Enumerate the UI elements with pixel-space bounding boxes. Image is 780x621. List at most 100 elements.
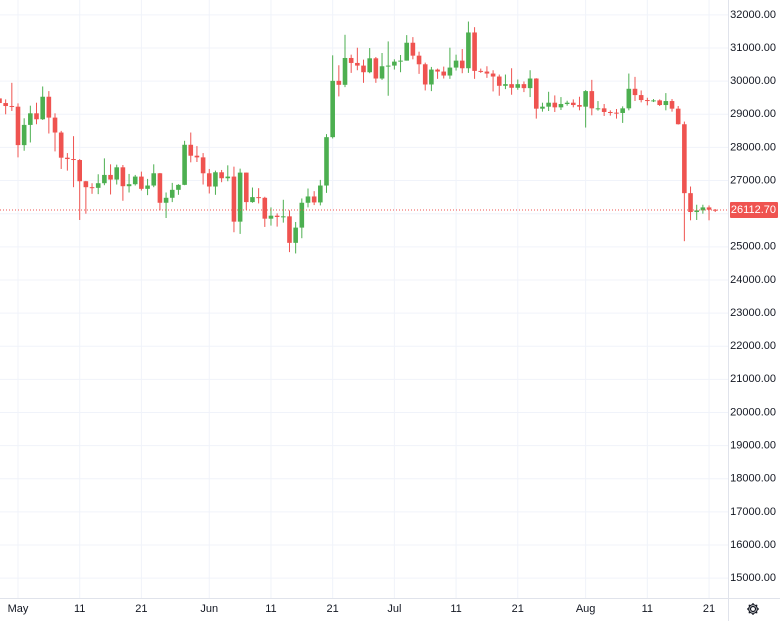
candle-body — [219, 172, 224, 179]
candle-body — [145, 185, 150, 189]
candle-body — [509, 84, 514, 88]
y-tick-label: 22000.00 — [730, 340, 776, 352]
y-tick-label: 20000.00 — [730, 406, 776, 418]
candle-body — [422, 64, 428, 85]
candle-body — [521, 84, 527, 89]
candle-body — [385, 65, 391, 67]
candle-body — [577, 105, 582, 107]
y-tick-label: 15000.00 — [730, 572, 776, 584]
candle-body — [706, 207, 712, 210]
candle-body — [206, 173, 212, 187]
candle-body — [52, 117, 58, 133]
candle-body — [398, 60, 403, 62]
candle-body — [139, 176, 144, 189]
candle-body — [114, 167, 120, 180]
candle-body — [250, 197, 255, 203]
x-tick-label: May — [8, 603, 29, 615]
candle-body — [435, 69, 440, 72]
candle-body — [169, 189, 175, 198]
candle-body — [620, 108, 625, 113]
candle-body — [200, 157, 206, 174]
x-tick-label: Jun — [200, 603, 218, 615]
candle-body — [638, 95, 644, 101]
candle-body — [132, 176, 138, 185]
candle-body — [614, 112, 619, 114]
candle-body — [373, 58, 379, 79]
candle-body — [490, 73, 496, 77]
x-tick-label: 21 — [327, 603, 339, 615]
settings-icon-spokes — [747, 603, 759, 615]
candle-body — [0, 98, 2, 104]
candle-body — [682, 124, 687, 194]
candle-body — [379, 66, 385, 79]
candle-body — [324, 137, 329, 186]
candle-body — [21, 124, 27, 146]
candle-body — [478, 70, 484, 72]
candle-body — [663, 101, 669, 106]
candle-body — [28, 113, 33, 125]
candle-body — [77, 160, 82, 182]
candle-body — [540, 106, 545, 109]
candle-body — [336, 80, 342, 85]
y-tick-label: 21000.00 — [730, 373, 776, 385]
candle-body — [484, 71, 490, 74]
candle-body — [700, 207, 706, 211]
candle-body — [657, 100, 662, 106]
candle-body — [601, 108, 607, 112]
candle-body — [262, 197, 268, 219]
candle-body — [256, 197, 261, 199]
candle-body — [3, 103, 8, 107]
candle-body — [237, 172, 243, 222]
candle-body — [367, 58, 372, 73]
candle-body — [305, 196, 311, 203]
y-tick-label: 17000.00 — [730, 506, 776, 518]
candle-body — [83, 181, 89, 188]
candle-body — [46, 96, 52, 118]
x-tick-label: 11 — [642, 603, 653, 615]
candle-body — [318, 185, 323, 203]
candle-body — [274, 215, 280, 218]
y-tick-label: 30000.00 — [730, 75, 776, 87]
candle-body — [176, 184, 181, 190]
candle-body — [361, 65, 366, 73]
y-tick-label: 31000.00 — [730, 42, 776, 54]
candle-body — [293, 227, 298, 243]
candle-body — [441, 71, 447, 76]
candle-body — [348, 57, 354, 63]
candle-body — [595, 108, 601, 110]
candle-body — [188, 144, 194, 156]
last-price-label: 26112.70 — [731, 204, 776, 216]
x-tick-label: Aug — [576, 603, 596, 615]
candle-body — [342, 57, 348, 85]
candle-body — [651, 100, 656, 102]
x-tick-label: 11 — [450, 603, 461, 615]
y-tick-label: 24000.00 — [730, 274, 776, 286]
candle-body — [65, 157, 70, 160]
x-tick-label: Jul — [387, 603, 401, 615]
candle-body — [392, 61, 397, 66]
y-tick-label: 29000.00 — [730, 108, 776, 120]
candle-body — [608, 111, 613, 113]
candle-body — [503, 84, 508, 86]
candle-body — [583, 91, 588, 107]
candle-body — [675, 108, 681, 125]
candle-body — [194, 155, 200, 158]
candle-body — [182, 144, 187, 185]
candle-body — [515, 84, 521, 88]
candle-body — [225, 176, 231, 179]
candle-body — [404, 42, 410, 61]
candle-body — [213, 172, 218, 187]
candle-body — [108, 174, 113, 180]
y-tick-label: 32000.00 — [730, 9, 776, 21]
candle-body — [120, 167, 126, 187]
x-tick-label: 11 — [74, 603, 85, 615]
candle-body — [564, 102, 570, 105]
candle-body — [694, 210, 699, 213]
candle-body — [34, 113, 39, 120]
x-tick-label: 21 — [512, 603, 524, 615]
candle-body — [287, 216, 292, 243]
last-price-box — [730, 201, 778, 218]
settings-icon[interactable] — [747, 603, 759, 615]
